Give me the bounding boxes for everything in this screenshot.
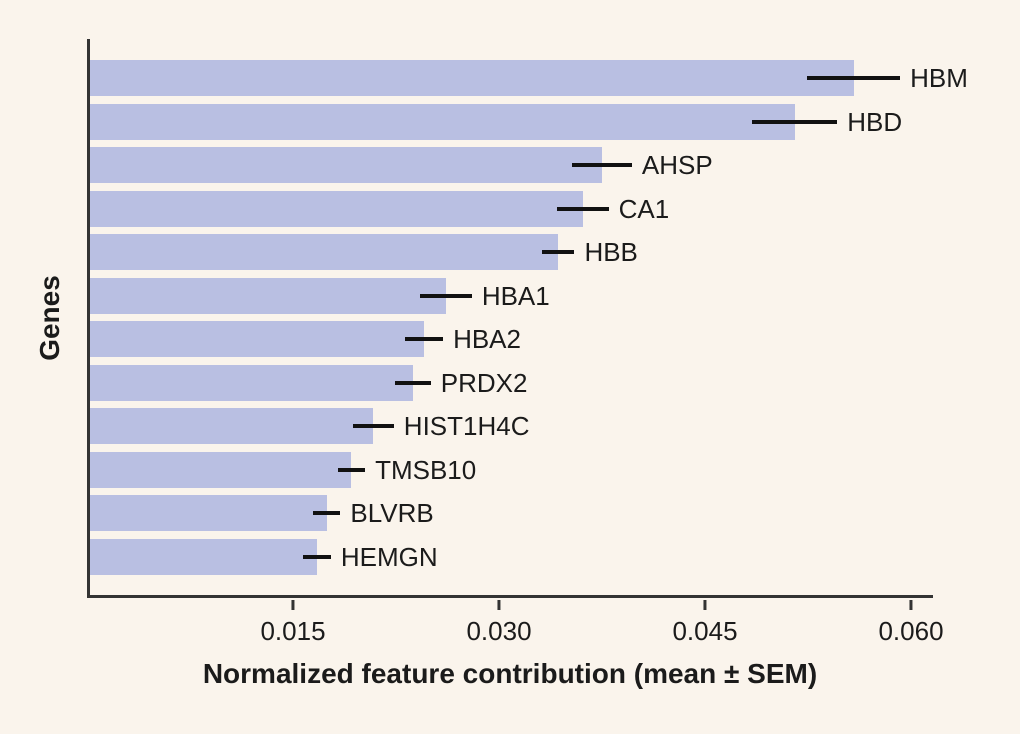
bar-row: AHSP bbox=[90, 147, 933, 184]
x-tick: 0.015 bbox=[260, 600, 326, 646]
bar-ca1 bbox=[90, 190, 583, 227]
bar-label: HIST1H4C bbox=[403, 411, 530, 442]
error-bar bbox=[404, 337, 444, 342]
tick-label: 0.030 bbox=[466, 616, 532, 646]
bar-row: HBD bbox=[90, 103, 933, 140]
bar-label: HBB bbox=[584, 237, 638, 268]
x-tick: 0.030 bbox=[466, 600, 532, 646]
error-bar bbox=[313, 511, 341, 516]
tick-mark bbox=[291, 600, 295, 610]
tick-mark bbox=[909, 600, 913, 610]
bar-label: HBD bbox=[847, 106, 903, 137]
error-bar bbox=[303, 554, 331, 559]
bar-row: HEMGN bbox=[90, 538, 933, 575]
x-tick: 0.045 bbox=[672, 600, 738, 646]
tick-label: 0.015 bbox=[260, 616, 326, 646]
bar-hba2 bbox=[90, 321, 424, 358]
bar-label: BLVRB bbox=[350, 498, 434, 529]
bar-row: PRDX2 bbox=[90, 364, 933, 401]
y-axis-label: Genes bbox=[34, 275, 65, 361]
tick-label: 0.060 bbox=[878, 616, 944, 646]
bar-label: TMSB10 bbox=[375, 454, 477, 485]
bar-ahsp bbox=[90, 147, 602, 184]
error-bar bbox=[556, 206, 609, 211]
bars: HBM HBD AHSP CA1 HBB HBA1 HBA2 PRDX2 HIST1H4C TMS… bbox=[90, 39, 968, 595]
tick-label: 0.045 bbox=[672, 616, 738, 646]
bar-prdx2 bbox=[90, 364, 413, 401]
x-axis-label: Normalized feature contribution (mean ± … bbox=[202, 658, 818, 689]
error-bar bbox=[337, 467, 366, 472]
bar-row: TMSB10 bbox=[90, 451, 933, 488]
x-tick: 0.060 bbox=[878, 600, 944, 646]
bar-label: PRDX2 bbox=[440, 367, 528, 398]
bar-label: CA1 bbox=[618, 193, 670, 224]
error-bar bbox=[419, 293, 472, 298]
error-bar bbox=[752, 119, 838, 124]
tick-mark bbox=[497, 600, 501, 610]
bar-row: HBM bbox=[90, 60, 968, 96]
plot-area: HBM HBD AHSP CA1 HBB HBA1 HBA2 PRDX2 HIST1H4C TMS… bbox=[87, 39, 968, 598]
bar-row: CA1 bbox=[90, 190, 933, 227]
bar-hist1h4c bbox=[90, 408, 374, 445]
bar-hba1 bbox=[90, 277, 446, 314]
bar-hbd bbox=[90, 103, 795, 140]
error-bar bbox=[352, 424, 394, 429]
bar-row: HBB bbox=[90, 234, 933, 271]
bar-hbb bbox=[90, 234, 559, 271]
bar-tmsb10 bbox=[90, 451, 352, 488]
error-bar bbox=[807, 76, 901, 80]
bar-label: HBA1 bbox=[481, 280, 550, 311]
tick-mark bbox=[703, 600, 707, 610]
bar-label: HEMGN bbox=[340, 541, 438, 572]
bar-blvrb bbox=[90, 495, 327, 532]
error-bar bbox=[395, 380, 431, 385]
bar-hemgn bbox=[90, 538, 318, 575]
bar-row: HBA1 bbox=[90, 277, 933, 314]
bar-hbm bbox=[90, 60, 854, 96]
bar-label: HBM bbox=[910, 63, 968, 93]
bar-row: BLVRB bbox=[90, 495, 933, 532]
bar-label: HBA2 bbox=[453, 324, 521, 355]
error-bar bbox=[571, 163, 632, 168]
bar-row: HIST1H4C bbox=[90, 408, 933, 445]
bar-row: HBA2 bbox=[90, 321, 933, 358]
bar-label: AHSP bbox=[641, 150, 713, 181]
error-bar bbox=[541, 250, 575, 255]
